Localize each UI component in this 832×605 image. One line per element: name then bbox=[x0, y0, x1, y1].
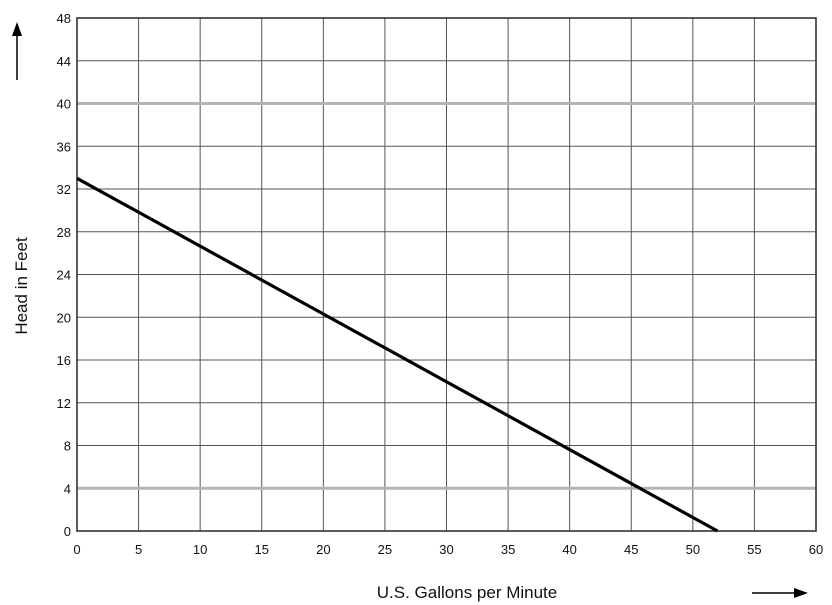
y-axis-arrow-icon bbox=[12, 22, 22, 80]
y-tick-label-4: 16 bbox=[57, 353, 71, 368]
x-tick-label-11: 55 bbox=[747, 542, 761, 557]
x-axis-title: U.S. Gallons per Minute bbox=[377, 583, 557, 602]
y-tick-label-0: 0 bbox=[64, 524, 71, 539]
x-tick-label-3: 15 bbox=[255, 542, 269, 557]
y-tick-label-8: 32 bbox=[57, 182, 71, 197]
y-axis-title: Head in Feet bbox=[12, 237, 31, 335]
series-layer bbox=[76, 176, 719, 533]
grid bbox=[76, 17, 817, 532]
x-tick-label-6: 30 bbox=[439, 542, 453, 557]
y-tick-label-10: 40 bbox=[57, 97, 71, 112]
x-tick-label-0: 0 bbox=[73, 542, 80, 557]
plot-frame bbox=[76, 17, 817, 532]
y-tick-label-6: 24 bbox=[57, 268, 71, 283]
x-tick-label-2: 10 bbox=[193, 542, 207, 557]
y-tick-label-1: 4 bbox=[64, 481, 71, 496]
x-tick-label-10: 50 bbox=[686, 542, 700, 557]
y-tick-label-3: 12 bbox=[57, 396, 71, 411]
x-tick-label-5: 25 bbox=[378, 542, 392, 557]
x-tick-label-12: 60 bbox=[809, 542, 823, 557]
y-tick-label-9: 36 bbox=[57, 139, 71, 154]
x-tick-label-7: 35 bbox=[501, 542, 515, 557]
x-axis-arrow-icon bbox=[752, 588, 808, 598]
y-tick-label-11: 44 bbox=[57, 54, 71, 69]
y-tick-label-12: 48 bbox=[57, 11, 71, 26]
series-line-0 bbox=[76, 176, 719, 533]
x-tick-label-8: 40 bbox=[562, 542, 576, 557]
x-tick-labels: 0 5 10 15 20 25 30 35 40 45 50 55 60 bbox=[73, 542, 823, 557]
x-tick-label-9: 45 bbox=[624, 542, 638, 557]
y-tick-label-7: 28 bbox=[57, 225, 71, 240]
x-tick-label-4: 20 bbox=[316, 542, 330, 557]
x-tick-label-1: 5 bbox=[135, 542, 142, 557]
y-tick-label-2: 8 bbox=[64, 439, 71, 454]
y-tick-label-5: 20 bbox=[57, 310, 71, 325]
